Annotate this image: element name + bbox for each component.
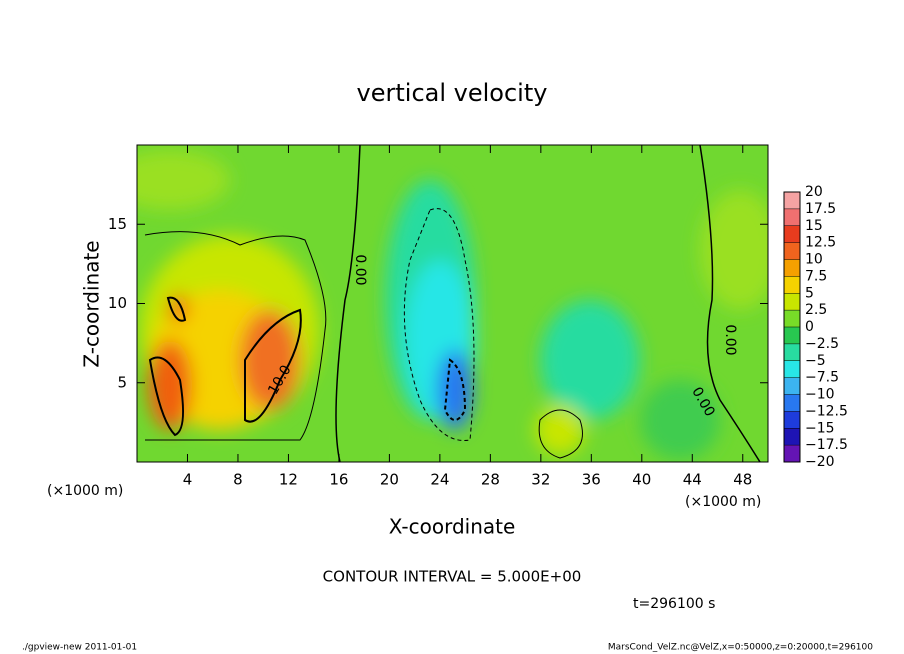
- footer-right: MarsCond_VelZ.nc@VelZ,x=0:50000,z=0:2000…: [608, 643, 873, 653]
- x-tick-label: 44: [683, 471, 702, 489]
- y-tick-label: 10: [108, 294, 127, 312]
- colorbar-label: −5: [805, 353, 826, 369]
- contour-label: 0.00: [352, 254, 368, 285]
- colorbar-band: [784, 192, 800, 209]
- x-unit-right: (×1000 m): [685, 494, 761, 510]
- x-tick-label: 16: [329, 471, 348, 489]
- chart-title: vertical velocity: [357, 79, 548, 107]
- x-tick-label: 40: [632, 471, 651, 489]
- x-tick-label: 36: [582, 471, 601, 489]
- x-tick-label: 8: [233, 471, 243, 489]
- colorbar-label: −12.5: [805, 403, 848, 419]
- colorbar-band: [784, 276, 800, 294]
- y-tick-label: 5: [117, 373, 127, 391]
- x-tick-label: 48: [733, 471, 752, 489]
- colorbar-label: 0: [805, 319, 814, 335]
- colorbar-band: [784, 394, 800, 412]
- colorbar-label: −20: [805, 454, 835, 470]
- colorbar-band: [784, 293, 800, 311]
- colorbar-band: [784, 225, 800, 243]
- colorbar-label: 20: [805, 184, 823, 200]
- colorbar-band: [784, 411, 800, 429]
- field: [137, 145, 768, 462]
- y-tick-label: 15: [108, 215, 127, 233]
- colorbar-band: [784, 428, 800, 446]
- colorbar-label: −15: [805, 420, 835, 436]
- time-label: t=296100 s: [633, 596, 715, 612]
- contour-interval: CONTOUR INTERVAL = 5.000E+00: [323, 568, 582, 586]
- y-axis-label: Z-coordinate: [80, 240, 104, 367]
- colorbar-band: [784, 445, 800, 462]
- colorbar-band: [784, 259, 800, 277]
- colorbar-label: 7.5: [805, 268, 827, 284]
- x-axis-label: X-coordinate: [389, 515, 516, 539]
- x-tick-label: 28: [481, 471, 500, 489]
- colorbar-label: 12.5: [805, 235, 836, 251]
- x-tick-label: 20: [380, 471, 399, 489]
- footer-left: ./gpview-new 2011-01-01: [22, 643, 137, 653]
- x-tick-label: 24: [430, 471, 449, 489]
- colorbar-label: −7.5: [805, 370, 839, 386]
- x-tick-label: 12: [279, 471, 298, 489]
- colorbar-band: [784, 310, 800, 327]
- colorbar-label: −10: [805, 387, 835, 403]
- x-tick-label: 4: [183, 471, 193, 489]
- colorbar-label: 5: [805, 285, 814, 301]
- colorbar-label: 10: [805, 252, 823, 268]
- colorbar-band: [784, 327, 800, 344]
- x-unit: (×1000 m): [47, 483, 123, 499]
- colorbar-label: −2.5: [805, 336, 839, 352]
- x-tick-label: 32: [531, 471, 550, 489]
- colorbar-label: 15: [805, 218, 823, 234]
- contour-label: 0.00: [722, 324, 738, 355]
- colorbar-label: 2.5: [805, 302, 827, 318]
- colorbar-band: [784, 208, 800, 226]
- colorbar-band: [784, 343, 800, 361]
- colorbar-band: [784, 360, 800, 378]
- colorbar-label: 17.5: [805, 201, 836, 217]
- colorbar-label: −17.5: [805, 437, 848, 453]
- colorbar-band: [784, 377, 800, 395]
- colorbar-band: [784, 242, 800, 260]
